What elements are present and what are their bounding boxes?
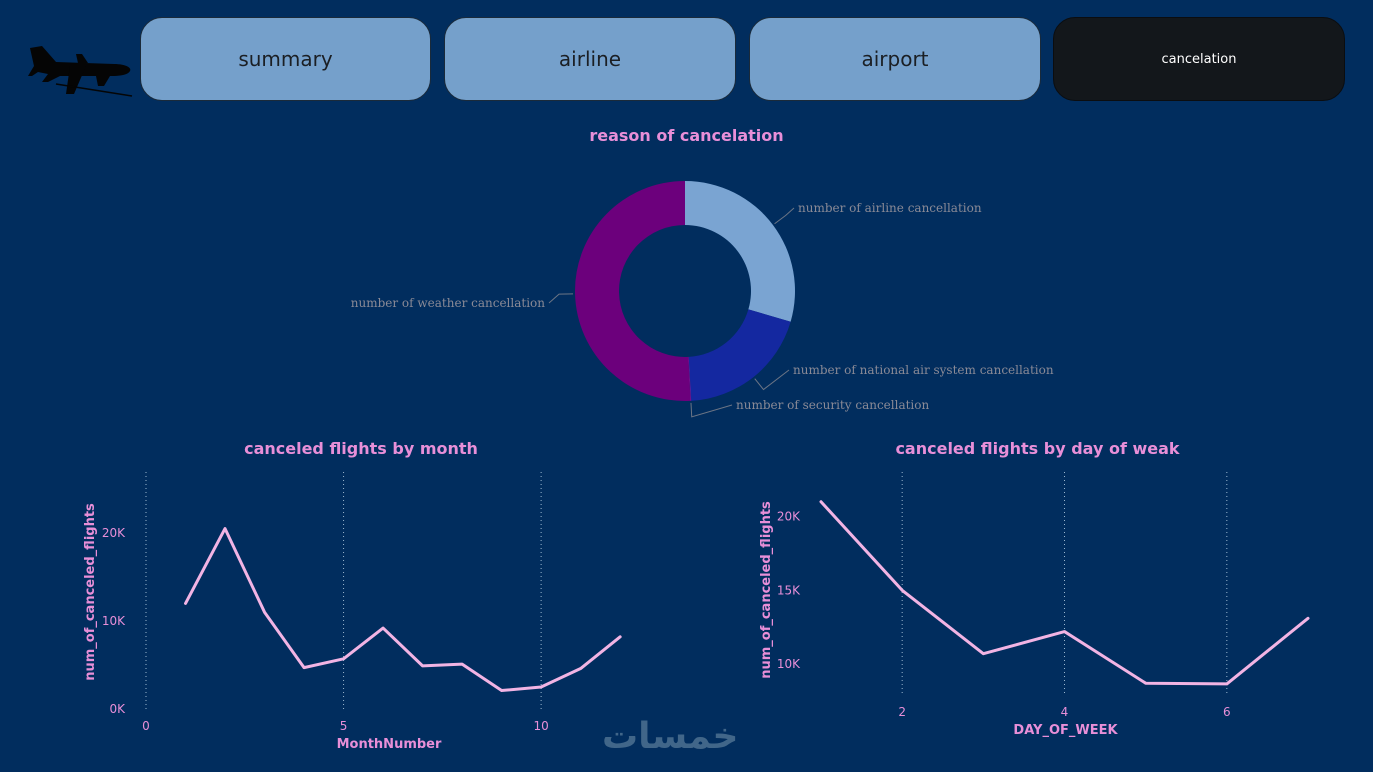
dow-ytick-0: 10K [777,657,801,671]
donut-label-2: number of security cancellation [736,398,929,412]
month-xtick-2: 10 [533,719,548,733]
dow-xtick-0: 2 [898,705,906,719]
month-ytick-2: 20K [102,526,126,540]
donut-slice-0 [685,181,795,322]
donut-slice-1 [688,309,791,401]
dow-ytick-1: 15K [777,583,801,597]
month-line-chart: 0 5 10 0K 10K 20K MonthNumber num_of_canceled_f… [83,472,622,752]
tab-airline[interactable]: airline [444,17,736,101]
dow-ylabel: num_of_canceled_flights [759,501,774,679]
donut-chart-title: reason of cancelation [589,126,784,145]
dow-xtick-2: 6 [1223,705,1231,719]
donut-slice-2 [688,356,692,401]
dow-line-chart: 2 4 6 10K 15K 20K DAY_OF_WEEK num_of_canceled_f… [759,472,1310,738]
watermark-logo: خمسات [602,716,739,757]
tab-cancelation[interactable]: cancelation [1053,17,1345,101]
donut-leader-3 [548,293,574,304]
month-ytick-0: 0K [109,702,126,716]
donut-leader-0 [774,207,795,225]
month-series-line [184,527,622,693]
donut-leader-1 [754,369,790,391]
airplane-icon [28,46,133,97]
month-chart-title: canceled flights by month [244,439,478,458]
tab-airport[interactable]: airport [749,17,1041,101]
donut-label-0: number of airline cancellation [798,201,982,215]
month-ytick-1: 10K [102,614,126,628]
donut-slice-3 [574,181,691,401]
dow-ytick-2: 20K [777,510,801,524]
donut-label-1: number of national air system cancellati… [793,363,1054,377]
month-ylabel: num_of_canceled_flights [83,503,98,681]
dow-xlabel: DAY_OF_WEEK [1013,723,1118,738]
tab-summary[interactable]: summary [140,17,431,101]
month-xtick-0: 0 [142,719,150,733]
month-xlabel: MonthNumber [337,737,442,752]
month-xtick-1: 5 [340,719,348,733]
dow-xtick-1: 4 [1061,705,1069,719]
donut-leader-2 [690,402,733,418]
dow-chart-title: canceled flights by day of weak [895,439,1180,458]
donut-chart: number of airline cancellation number of … [351,181,1054,418]
dow-series-line [819,500,1310,686]
donut-label-3: number of weather cancellation [351,296,546,310]
